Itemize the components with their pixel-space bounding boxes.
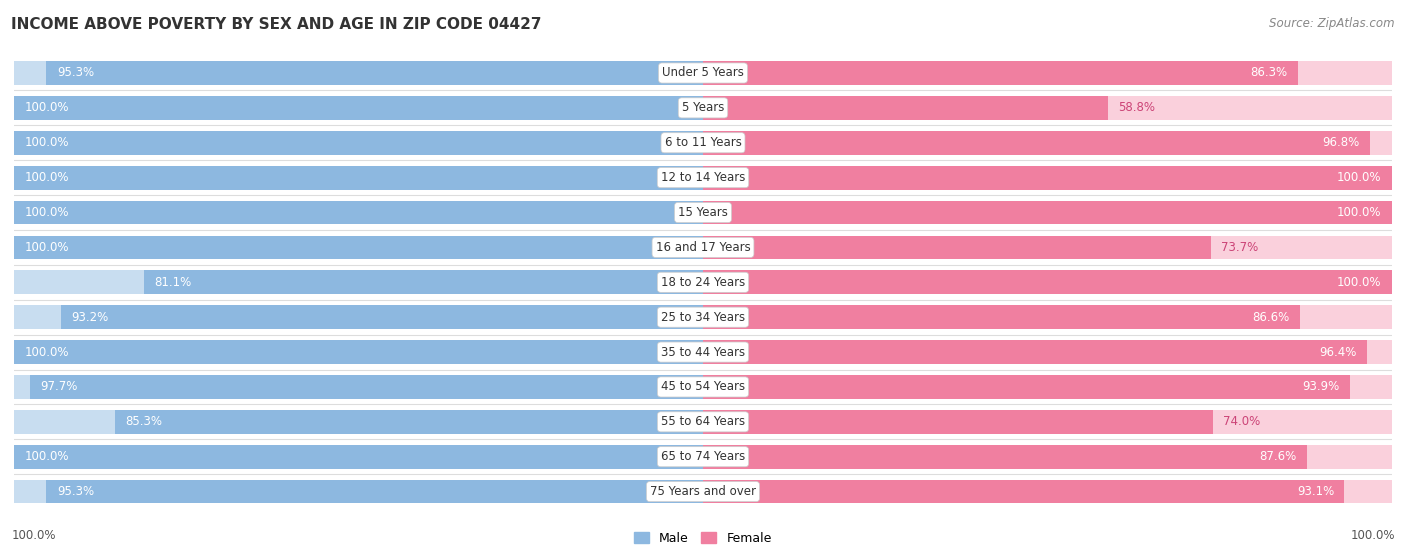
- Bar: [703, 445, 1392, 468]
- Bar: [703, 305, 1392, 329]
- Bar: [14, 340, 703, 364]
- Bar: [14, 480, 703, 504]
- Text: 100.0%: 100.0%: [24, 171, 69, 184]
- Bar: [14, 445, 703, 468]
- Text: 81.1%: 81.1%: [155, 276, 191, 289]
- Text: 96.8%: 96.8%: [1322, 136, 1360, 149]
- Text: 96.4%: 96.4%: [1319, 345, 1357, 358]
- Bar: [60, 305, 703, 329]
- Text: 100.0%: 100.0%: [24, 136, 69, 149]
- Text: 86.3%: 86.3%: [1250, 67, 1288, 79]
- Text: 93.2%: 93.2%: [72, 311, 108, 324]
- Bar: [46, 61, 703, 85]
- Bar: [14, 166, 703, 190]
- Bar: [703, 235, 1392, 259]
- Bar: [14, 201, 703, 224]
- Bar: [14, 131, 703, 155]
- Bar: [703, 201, 1392, 224]
- Bar: [14, 375, 703, 399]
- Text: 86.6%: 86.6%: [1251, 311, 1289, 324]
- Bar: [703, 410, 1213, 434]
- Text: 16 and 17 Years: 16 and 17 Years: [655, 241, 751, 254]
- Text: 74.0%: 74.0%: [1223, 415, 1260, 428]
- Bar: [703, 166, 1392, 190]
- Text: 93.9%: 93.9%: [1302, 381, 1340, 394]
- Text: 5 Years: 5 Years: [682, 101, 724, 115]
- Bar: [46, 480, 703, 504]
- Bar: [14, 235, 703, 259]
- Text: Under 5 Years: Under 5 Years: [662, 67, 744, 79]
- Bar: [14, 235, 703, 259]
- Bar: [14, 445, 703, 468]
- Bar: [14, 96, 703, 120]
- Bar: [703, 340, 1367, 364]
- Bar: [703, 131, 1392, 155]
- Bar: [14, 410, 703, 434]
- Bar: [145, 271, 703, 294]
- Text: INCOME ABOVE POVERTY BY SEX AND AGE IN ZIP CODE 04427: INCOME ABOVE POVERTY BY SEX AND AGE IN Z…: [11, 17, 541, 32]
- Text: 100.0%: 100.0%: [1337, 171, 1382, 184]
- Bar: [703, 375, 1392, 399]
- Bar: [703, 131, 1369, 155]
- Text: 100.0%: 100.0%: [1337, 206, 1382, 219]
- Bar: [703, 61, 1392, 85]
- Text: 100.0%: 100.0%: [11, 529, 56, 542]
- Text: 100.0%: 100.0%: [1350, 529, 1395, 542]
- Text: 85.3%: 85.3%: [125, 415, 163, 428]
- Bar: [30, 375, 703, 399]
- Text: 18 to 24 Years: 18 to 24 Years: [661, 276, 745, 289]
- Bar: [703, 96, 1392, 120]
- Bar: [703, 375, 1350, 399]
- Bar: [703, 166, 1392, 190]
- Bar: [703, 480, 1344, 504]
- Bar: [14, 271, 703, 294]
- Bar: [703, 305, 1299, 329]
- Text: 100.0%: 100.0%: [24, 206, 69, 219]
- Text: 12 to 14 Years: 12 to 14 Years: [661, 171, 745, 184]
- Text: 45 to 54 Years: 45 to 54 Years: [661, 381, 745, 394]
- Text: Source: ZipAtlas.com: Source: ZipAtlas.com: [1270, 17, 1395, 30]
- Bar: [703, 480, 1392, 504]
- Text: 65 to 74 Years: 65 to 74 Years: [661, 450, 745, 463]
- Text: 100.0%: 100.0%: [24, 345, 69, 358]
- Bar: [703, 61, 1298, 85]
- Bar: [14, 340, 703, 364]
- Text: 97.7%: 97.7%: [41, 381, 77, 394]
- Text: 25 to 34 Years: 25 to 34 Years: [661, 311, 745, 324]
- Bar: [703, 271, 1392, 294]
- Bar: [14, 166, 703, 190]
- Text: 95.3%: 95.3%: [56, 67, 94, 79]
- Text: 93.1%: 93.1%: [1296, 485, 1334, 498]
- Bar: [14, 201, 703, 224]
- Text: 100.0%: 100.0%: [24, 450, 69, 463]
- Bar: [703, 201, 1392, 224]
- Bar: [14, 131, 703, 155]
- Text: 55 to 64 Years: 55 to 64 Years: [661, 415, 745, 428]
- Text: 58.8%: 58.8%: [1118, 101, 1156, 115]
- Bar: [703, 340, 1392, 364]
- Text: 73.7%: 73.7%: [1220, 241, 1258, 254]
- Text: 100.0%: 100.0%: [24, 101, 69, 115]
- Bar: [703, 96, 1108, 120]
- Bar: [14, 96, 703, 120]
- Text: 6 to 11 Years: 6 to 11 Years: [665, 136, 741, 149]
- Text: 35 to 44 Years: 35 to 44 Years: [661, 345, 745, 358]
- Text: 100.0%: 100.0%: [1337, 276, 1382, 289]
- Bar: [703, 235, 1211, 259]
- Legend: Male, Female: Male, Female: [630, 527, 776, 550]
- Bar: [703, 271, 1392, 294]
- Text: 15 Years: 15 Years: [678, 206, 728, 219]
- Text: 95.3%: 95.3%: [56, 485, 94, 498]
- Text: 75 Years and over: 75 Years and over: [650, 485, 756, 498]
- Bar: [14, 305, 703, 329]
- Text: 87.6%: 87.6%: [1258, 450, 1296, 463]
- Bar: [703, 410, 1392, 434]
- Bar: [14, 61, 703, 85]
- Bar: [703, 445, 1306, 468]
- Text: 100.0%: 100.0%: [24, 241, 69, 254]
- Bar: [115, 410, 703, 434]
